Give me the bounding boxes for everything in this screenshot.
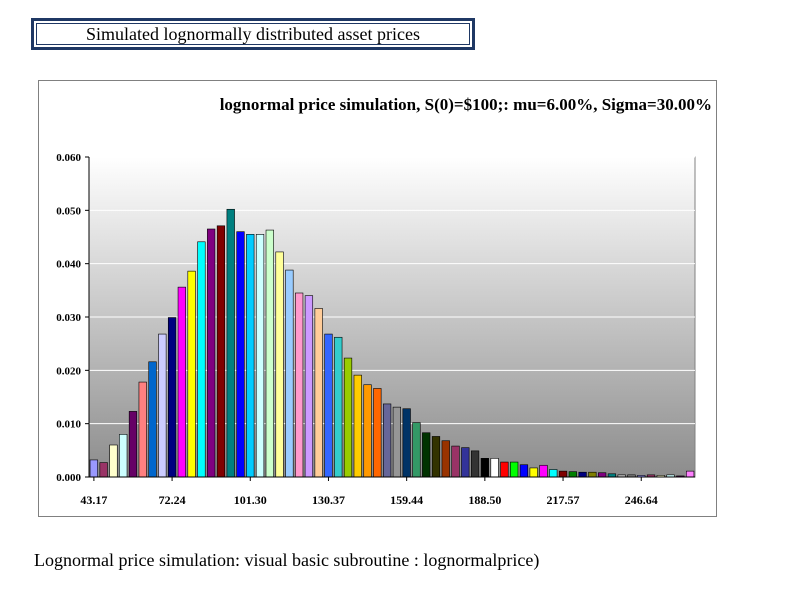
- y-tick-label: 0.050: [56, 205, 81, 217]
- histogram-bar: [412, 422, 421, 478]
- histogram-bar: [216, 225, 226, 478]
- histogram-bar: [197, 241, 206, 478]
- histogram-bar: [255, 234, 265, 478]
- histogram-bar: [451, 445, 460, 478]
- histogram-bar: [236, 231, 245, 478]
- histogram-bar: [529, 467, 538, 478]
- histogram-bar: [167, 317, 177, 478]
- chart-frame: lognormal price simulation, S(0)=$100;: …: [38, 80, 717, 517]
- caption: Lognormal price simulation: visual basic…: [34, 550, 540, 570]
- histogram-bar: [275, 251, 284, 478]
- x-tick-label: 188.50: [468, 493, 501, 507]
- x-tick-label: 217.57: [547, 493, 580, 507]
- histogram-bar: [431, 436, 441, 478]
- histogram-bar: [519, 464, 529, 478]
- histogram-bar: [402, 408, 411, 478]
- histogram-bar: [285, 269, 294, 478]
- histogram-bar: [246, 234, 255, 478]
- x-tick-label: 101.30: [234, 493, 267, 507]
- histogram-bar: [539, 464, 548, 478]
- histogram-chart: lognormal price simulation, S(0)=$100;: …: [56, 95, 712, 507]
- histogram-bar: [138, 381, 147, 478]
- histogram-bar: [158, 333, 167, 478]
- histogram-bar: [461, 447, 470, 478]
- histogram-bar: [549, 469, 558, 478]
- histogram-bar: [441, 440, 450, 478]
- histogram-bar: [363, 384, 372, 478]
- x-tick-label: 43.17: [80, 493, 107, 507]
- slide-title: Simulated lognormally distributed asset …: [31, 18, 475, 50]
- y-tick-label: 0.060: [56, 152, 81, 164]
- histogram-bar: [177, 286, 186, 478]
- histogram-bar: [109, 444, 118, 478]
- histogram-bar: [490, 458, 499, 478]
- histogram-bar: [295, 292, 304, 478]
- x-tick-label: 246.64: [625, 493, 658, 507]
- histogram-bar: [480, 458, 489, 478]
- histogram-bar: [207, 228, 216, 478]
- chart-title: lognormal price simulation, S(0)=$100;: …: [220, 95, 712, 114]
- histogram-bar: [598, 472, 607, 478]
- histogram-bar: [588, 471, 597, 478]
- histogram-bar: [128, 411, 138, 478]
- y-tick-label: 0.020: [56, 365, 81, 377]
- histogram-bar: [343, 357, 353, 478]
- y-tick-label: 0.030: [56, 312, 81, 324]
- histogram-bar: [353, 374, 362, 478]
- histogram-bar: [99, 462, 108, 478]
- histogram-bar: [226, 208, 235, 478]
- histogram-bar: [470, 450, 480, 478]
- histogram-bar: [392, 406, 401, 478]
- histogram-bar: [334, 336, 343, 478]
- histogram-bar: [422, 432, 431, 478]
- x-tick-label: 72.24: [159, 493, 186, 507]
- histogram-bar: [89, 459, 98, 478]
- histogram-bar: [558, 470, 568, 478]
- histogram-bar: [373, 388, 382, 478]
- histogram-bar: [686, 470, 695, 478]
- histogram-bar: [304, 295, 314, 478]
- y-tick-label: 0.040: [56, 259, 81, 271]
- histogram-bar: [324, 333, 333, 478]
- x-tick-label: 159.44: [390, 493, 423, 507]
- y-tick-label: 0.010: [56, 419, 81, 431]
- x-tick-label: 130.37: [312, 493, 345, 507]
- histogram-bar: [119, 434, 128, 478]
- histogram-bar: [265, 229, 274, 478]
- histogram-bar: [510, 461, 519, 478]
- histogram-bar: [187, 270, 196, 478]
- histogram-bar: [314, 308, 323, 478]
- histogram-bar: [500, 461, 509, 478]
- histogram-bar: [578, 471, 587, 478]
- histogram-bar: [148, 361, 157, 478]
- y-tick-label: 0.000: [56, 472, 81, 484]
- histogram-bar: [568, 471, 577, 478]
- histogram-bar: [383, 403, 392, 478]
